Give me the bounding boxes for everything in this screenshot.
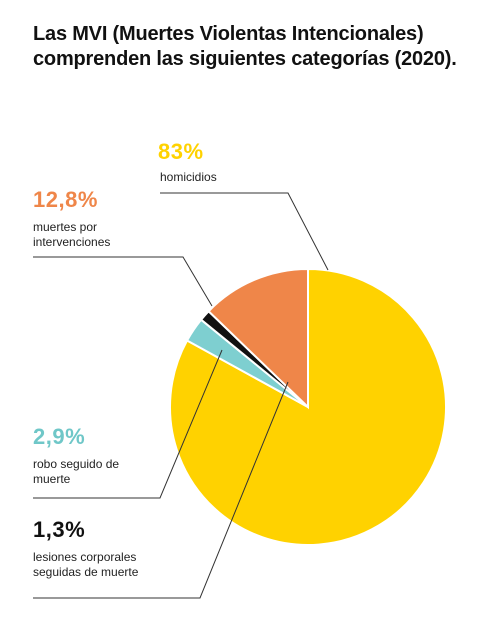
homicidios-value-label: 83% [158, 139, 204, 164]
lesiones-value-label: 1,3% [33, 517, 86, 542]
robo-label: robo seguido de muerte [33, 457, 120, 486]
leader-line-homicidios [160, 192, 329, 271]
intervenciones-label: muertes por intervenciones [33, 220, 111, 249]
intervenciones-value-label: 12,8% [33, 187, 98, 212]
pie-slice-1 [207, 267, 309, 410]
homicidios-label: homicidios [160, 170, 217, 184]
chart-title: Las MVI (Muertes Violentas Intencionales… [33, 23, 457, 70]
pie-slice-0 [169, 267, 447, 546]
lesiones-label: lesiones corporales seguidas de muerte [33, 550, 139, 579]
robo-value-label: 2,9% [33, 424, 86, 449]
leader-line-intervenciones [33, 256, 213, 307]
leader-line-robo [33, 349, 223, 499]
leader-line-lesiones [33, 381, 289, 599]
